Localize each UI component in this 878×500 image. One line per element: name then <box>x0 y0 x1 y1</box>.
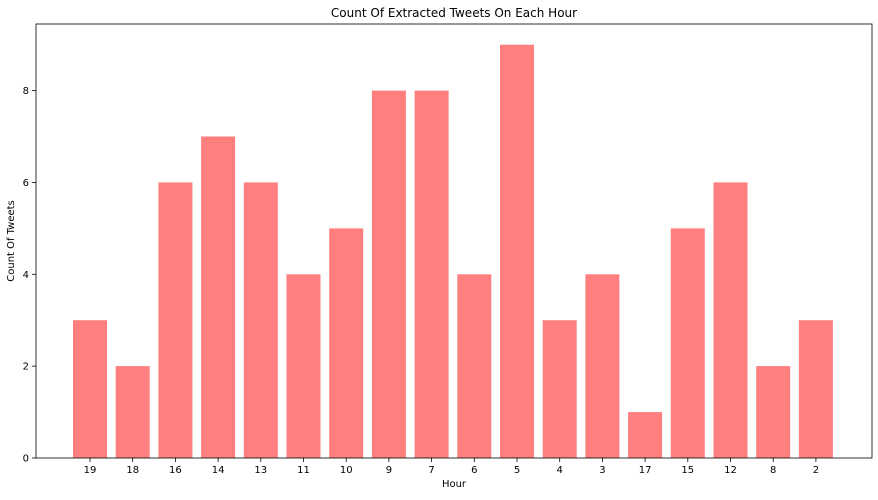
y-tick-label: 2 <box>23 362 29 373</box>
bar-hour-9 <box>371 90 406 458</box>
x-axis-ticks: 19 18 16 14 13 11 10 9 7 6 5 4 3 17 15 12 8 2 <box>84 458 819 476</box>
bar-hour-16 <box>158 182 193 458</box>
y-axis-ticks: 0 2 4 6 8 <box>23 86 36 465</box>
bar-hour-4 <box>542 320 577 458</box>
chart-title: Count Of Extracted Tweets On Each Hour <box>331 6 577 20</box>
bar-hour-17 <box>628 412 663 458</box>
bar-hour-7 <box>414 90 449 458</box>
x-axis-label: Hour <box>442 479 467 490</box>
y-axis-label: Count Of Tweets <box>6 200 17 282</box>
y-tick-label: 0 <box>23 454 29 465</box>
bar-hour-18 <box>115 366 150 458</box>
x-tick-label: 18 <box>126 465 139 476</box>
x-tick-label: 15 <box>681 465 694 476</box>
bar-hour-15 <box>670 228 705 458</box>
x-tick-label: 11 <box>297 465 310 476</box>
x-tick-label: 4 <box>557 465 563 476</box>
x-tick-label: 16 <box>169 465 182 476</box>
bar-hour-8 <box>756 366 791 458</box>
bar-hour-11 <box>286 274 321 458</box>
y-tick-label: 8 <box>23 86 29 97</box>
x-tick-label: 7 <box>428 465 434 476</box>
bar-hour-2 <box>798 320 833 458</box>
y-tick-label: 4 <box>23 270 29 281</box>
bar-hour-3 <box>585 274 620 458</box>
plot-frame <box>35 23 873 459</box>
bar-hour-19 <box>73 320 107 458</box>
x-tick-label: 6 <box>471 465 477 476</box>
x-tick-label: 19 <box>84 465 97 476</box>
bar-hour-5 <box>500 44 534 458</box>
x-tick-label: 3 <box>599 465 605 476</box>
x-tick-label: 5 <box>514 465 520 476</box>
x-tick-label: 9 <box>386 465 392 476</box>
bars-group <box>73 44 833 458</box>
bar-hour-12 <box>713 182 748 458</box>
bar-hour-14 <box>201 136 236 458</box>
y-tick-label: 6 <box>23 178 29 189</box>
x-tick-label: 14 <box>212 465 225 476</box>
bar-hour-13 <box>243 182 278 458</box>
bar-hour-10 <box>329 228 364 458</box>
x-tick-label: 17 <box>639 465 652 476</box>
x-tick-label: 2 <box>813 465 819 476</box>
bar-hour-6 <box>457 274 492 458</box>
x-tick-label: 8 <box>770 465 776 476</box>
x-tick-label: 12 <box>724 465 737 476</box>
x-tick-label: 10 <box>340 465 353 476</box>
x-tick-label: 13 <box>254 465 267 476</box>
